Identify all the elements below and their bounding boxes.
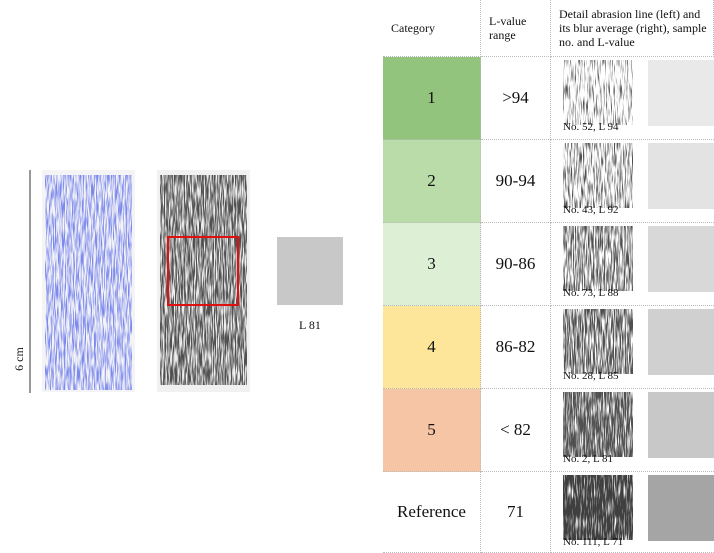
range-cell: 71 <box>481 472 551 553</box>
sample-label: No. 43, L 92 <box>563 204 619 216</box>
header-cell: L-value range <box>481 0 551 57</box>
category-cell: 1 <box>383 57 481 140</box>
sample-label: No. 2, L 81 <box>563 453 613 465</box>
range-cell: 90-86 <box>481 223 551 306</box>
category-cell: Reference <box>383 472 481 553</box>
scale-label: 6 cm <box>12 342 26 376</box>
swatch-label: L 81 <box>277 318 343 333</box>
header-cell: Category <box>383 0 481 57</box>
sample-label: No. 52, L 94 <box>563 121 619 133</box>
blue-sample <box>45 175 132 390</box>
category-cell: 2 <box>383 140 481 223</box>
sample-label: No. 73, L 88 <box>563 287 619 299</box>
range-cell: 86-82 <box>481 306 551 389</box>
category-cell: 3 <box>383 223 481 306</box>
sample-label: No. 111, L 71 <box>563 536 623 548</box>
category-cell: 5 <box>383 389 481 472</box>
range-cell: < 82 <box>481 389 551 472</box>
range-cell: >94 <box>481 57 551 140</box>
header-cell: Detail abrasion line (left) and its blur… <box>551 0 714 57</box>
category-cell: 4 <box>383 306 481 389</box>
range-cell: 90-94 <box>481 140 551 223</box>
sample-label: No. 28, L 85 <box>563 370 619 382</box>
figure: 6 cm L 81 CategoryL-value rangeDetail ab… <box>0 0 714 553</box>
gray-sample <box>160 175 247 385</box>
blur-swatch <box>277 237 343 305</box>
